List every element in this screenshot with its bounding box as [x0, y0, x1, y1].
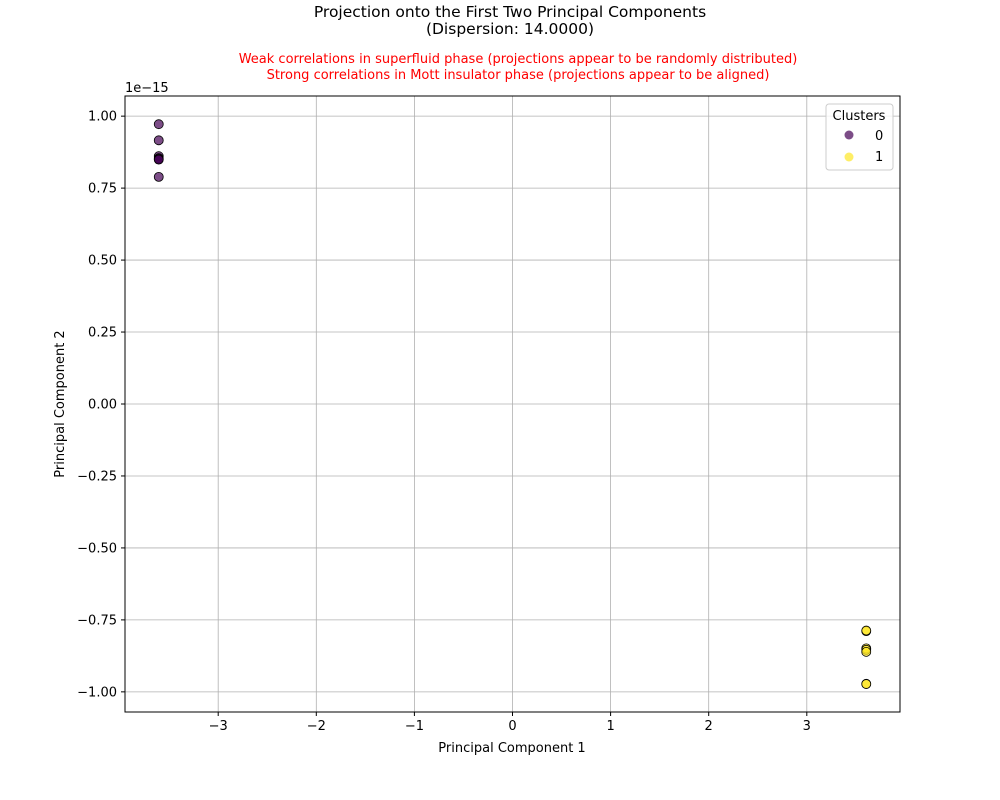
axis-ticks: −3 −2 −1 0 1 2 3 1.00 0.75 0.50 0.25 0.00 −0.25 −0.50…: [77, 110, 811, 734]
data-point-cluster-0: [153, 119, 164, 130]
x-tick-label: −1: [405, 719, 424, 734]
data-point-cluster-0: [153, 135, 164, 146]
chart-subtitle: Weak correlations in superfluid phase (p…: [0, 52, 1000, 84]
legend-marker-1: [844, 152, 854, 162]
y-tick-label: 0.25: [88, 326, 117, 341]
x-tick-label: 0: [508, 719, 516, 734]
legend-title: Clusters: [833, 109, 886, 124]
data-points: [153, 119, 872, 689]
chart-title: Projection onto the First Two Principal …: [0, 4, 1000, 38]
data-point-cluster-1: [861, 679, 872, 689]
data-point-cluster-1: [861, 625, 872, 636]
y-axis-label: Principal Component 2: [53, 330, 68, 477]
chart-subtitle-line-1: Weak correlations in superfluid phase (p…: [238, 52, 798, 67]
y-tick-label: 0.50: [88, 254, 117, 269]
y-tick-label: −0.75: [77, 613, 117, 628]
legend-marker-0: [844, 130, 854, 140]
y-tick-label: −0.25: [77, 469, 117, 484]
y-offset-label: 1e−15: [125, 81, 169, 96]
data-point-cluster-1: [861, 646, 872, 657]
x-tick-label: 2: [705, 719, 713, 734]
chart-subtitle-line-2: Strong correlations in Mott insulator ph…: [266, 68, 770, 83]
legend: Clusters 0 1: [825, 103, 894, 171]
x-axis-label: Principal Component 1: [438, 741, 585, 756]
y-tick-label: 0.75: [88, 182, 117, 197]
x-tick-label: 3: [803, 719, 811, 734]
chart-title-line-1: Projection onto the First Two Principal …: [313, 3, 707, 21]
x-tick-label: −3: [209, 719, 228, 734]
chart-title-line-2: (Dispersion: 14.0000): [425, 20, 595, 38]
legend-box: [825, 103, 894, 171]
data-point-cluster-0: [153, 171, 164, 182]
y-tick-label: 1.00: [88, 110, 117, 125]
y-tick-label: 0.00: [88, 398, 117, 413]
legend-label-0: 0: [875, 129, 883, 144]
x-tick-label: 1: [606, 719, 614, 734]
x-tick-label: −2: [307, 719, 326, 734]
y-tick-label: −1.00: [77, 685, 117, 700]
data-point-cluster-0: [153, 154, 164, 165]
grid: [125, 96, 900, 712]
y-tick-label: −0.50: [77, 541, 117, 556]
legend-label-1: 1: [875, 150, 883, 165]
